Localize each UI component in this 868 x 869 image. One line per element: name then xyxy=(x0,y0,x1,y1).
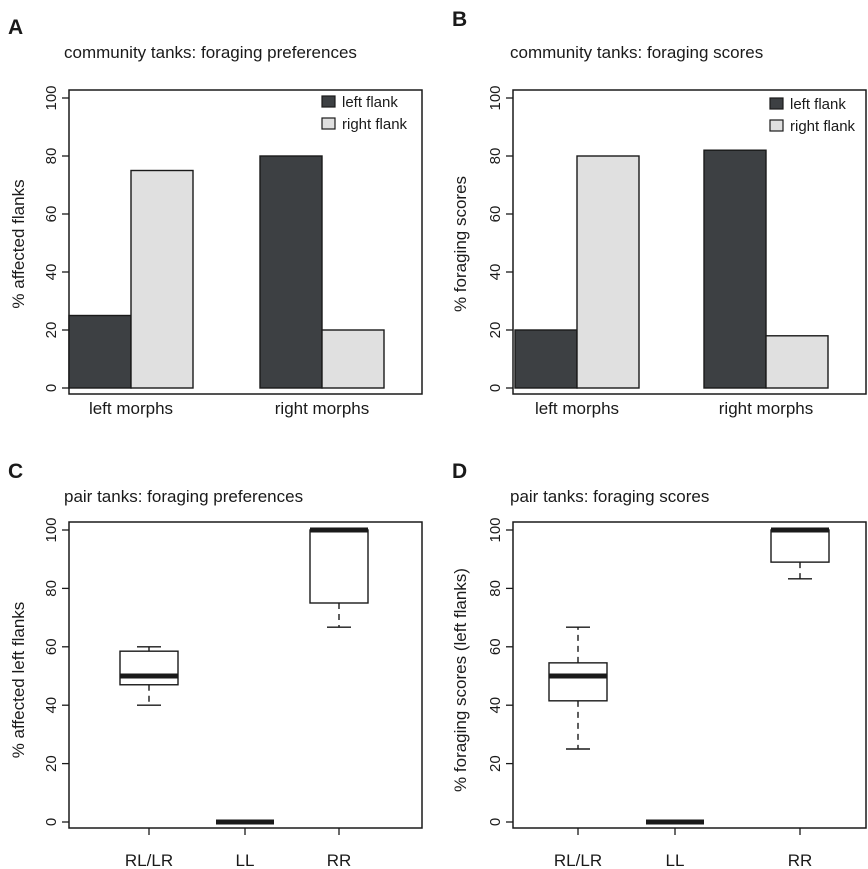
panel-a-bar-0-0 xyxy=(68,314,132,389)
panel-b-ytick-label-1: 20 xyxy=(487,322,504,339)
panel-c-ytick-label-4: 80 xyxy=(43,580,60,597)
panel-c-ytick-label-0: 0 xyxy=(43,818,60,826)
panel-c-ylabel: % affected left flanks xyxy=(9,602,28,759)
panel-c-category-label-0: RL/LR xyxy=(125,851,173,869)
panel-b-legend-label-1: right flank xyxy=(790,118,856,135)
panel-a-legend: left flank right flank xyxy=(321,94,408,133)
panel-d-ylabel: % foraging scores (left flanks) xyxy=(451,568,470,792)
panel-c: C pair tanks: foraging preferences % aff… xyxy=(8,460,423,869)
panel-b-legend-label-0: left flank xyxy=(790,96,846,113)
panel-b: B community tanks: foraging scores % for… xyxy=(451,8,867,418)
panel-a-title: community tanks: foraging preferences xyxy=(64,43,357,62)
panel-d-category-label-0: RL/LR xyxy=(554,851,602,869)
panel-c-category-label-1: LL xyxy=(236,851,255,869)
panel-a-ytick-label-0: 0 xyxy=(43,384,60,392)
panel-b-bar-0-0 xyxy=(514,329,578,389)
panel-b-ytick-label-3: 60 xyxy=(487,206,504,223)
panel-c-ytick-label-2: 40 xyxy=(43,697,60,714)
panel-d-plot: 0 20 40 60 80 100 RL/LR LL RR xyxy=(487,517,867,869)
panel-a-bar-0-1 xyxy=(130,169,194,389)
panel-c-ytick-label-3: 60 xyxy=(43,638,60,655)
panel-d-box-0 xyxy=(548,662,608,702)
panel-letter-a: A xyxy=(8,16,23,39)
panel-b-bar-0-1 xyxy=(576,155,640,389)
panel-b-ytick-label-5: 100 xyxy=(487,85,504,110)
panel-d: D pair tanks: foraging scores % foraging… xyxy=(451,460,867,869)
panel-b-category-label-0: left morphs xyxy=(535,399,619,418)
panel-a-category-label-0: left morphs xyxy=(89,399,173,418)
panel-b-bar-1-1 xyxy=(765,335,829,389)
panel-a-ytick-label-5: 100 xyxy=(43,85,60,110)
panel-letter-d: D xyxy=(452,460,467,483)
panel-c-category-label-2: RR xyxy=(327,851,352,869)
panel-c-plot: 0 20 40 60 80 100 RL/LR LL RR xyxy=(43,517,423,869)
panel-letter-c: C xyxy=(8,460,23,483)
panel-a-legend-swatch-1 xyxy=(321,117,336,130)
panel-a-bar-1-1 xyxy=(321,329,385,389)
panel-a-ytick-label-1: 20 xyxy=(43,322,60,339)
panel-a: A community tanks: foraging preferences … xyxy=(8,16,423,418)
panel-b-legend-swatch-0 xyxy=(769,97,784,110)
panel-a-frame xyxy=(68,89,423,395)
panel-a-bar-1-0 xyxy=(259,155,323,389)
panel-a-legend-swatch-0 xyxy=(321,95,336,108)
panel-d-title: pair tanks: foraging scores xyxy=(510,487,709,506)
panel-a-ytick-label-4: 80 xyxy=(43,148,60,165)
panel-a-ytick-label-3: 60 xyxy=(43,206,60,223)
panel-d-ytick-label-1: 20 xyxy=(487,755,504,772)
panel-a-category-label-1: right morphs xyxy=(275,399,369,418)
panel-a-legend-label-1: right flank xyxy=(342,116,408,133)
panel-b-category-label-1: right morphs xyxy=(719,399,813,418)
panel-b-legend-swatch-1 xyxy=(769,119,784,132)
panel-letter-b: B xyxy=(452,8,467,31)
panel-b-ytick-label-4: 80 xyxy=(487,148,504,165)
panel-a-plot: 0 20 40 60 80 100 left morphs right morphs xyxy=(43,85,423,418)
panel-b-legend: left flank right flank xyxy=(769,96,856,135)
panel-c-ytick-label-1: 20 xyxy=(43,755,60,772)
panel-b-ytick-label-0: 0 xyxy=(487,384,504,392)
panel-b-ylabel: % foraging scores xyxy=(451,176,470,312)
panel-b-frame xyxy=(512,89,867,395)
panel-b-bar-1-0 xyxy=(703,149,767,389)
panel-d-box-2 xyxy=(770,529,830,563)
panel-a-ytick-label-2: 40 xyxy=(43,264,60,281)
panel-a-ylabel: % affected flanks xyxy=(9,179,28,308)
panel-d-ytick-label-2: 40 xyxy=(487,697,504,714)
panel-d-ytick-label-0: 0 xyxy=(487,818,504,826)
panel-c-title: pair tanks: foraging preferences xyxy=(64,487,303,506)
panel-a-legend-label-0: left flank xyxy=(342,94,398,111)
panel-d-ytick-label-5: 100 xyxy=(487,517,504,542)
panel-c-box-0 xyxy=(119,650,179,686)
panel-b-title: community tanks: foraging scores xyxy=(510,43,763,62)
panel-d-ytick-label-4: 80 xyxy=(487,580,504,597)
panel-d-ytick-label-3: 60 xyxy=(487,638,504,655)
panel-d-category-label-2: RR xyxy=(788,851,813,869)
panel-b-ytick-label-2: 40 xyxy=(487,264,504,281)
panel-d-category-label-1: LL xyxy=(666,851,685,869)
panel-c-box-2 xyxy=(309,529,369,604)
panel-d-frame xyxy=(512,521,867,829)
panel-c-ytick-label-5: 100 xyxy=(43,517,60,542)
panel-b-plot: 0 20 40 60 80 100 left morphs right morphs xyxy=(487,85,867,418)
